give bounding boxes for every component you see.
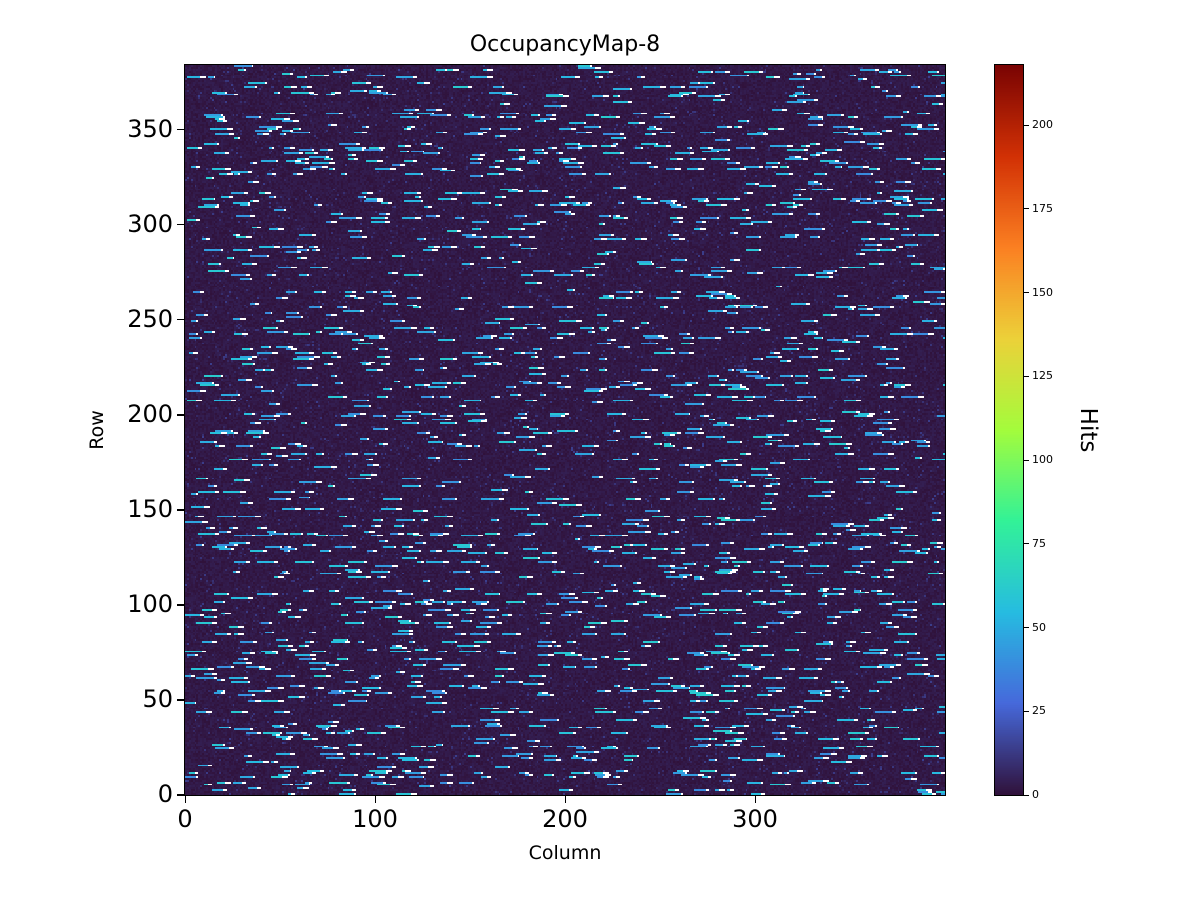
x-tick-mark: [374, 796, 376, 803]
x-tick-mark: [184, 796, 186, 803]
colorbar-tick-label: 150: [1032, 285, 1053, 299]
x-tick-label: 0: [177, 805, 193, 833]
chart-title: OccupancyMap-8: [469, 32, 661, 57]
y-tick-label: 50: [142, 684, 173, 713]
y-tick-label: 200: [127, 399, 173, 428]
x-tick-label: 100: [352, 805, 398, 833]
x-axis-label: Column: [528, 842, 602, 864]
y-tick-mark: [177, 414, 184, 416]
colorbar-label: Hits: [1075, 407, 1101, 453]
y-tick-mark: [177, 794, 184, 796]
colorbar-tick-label: 0: [1032, 788, 1039, 801]
y-tick-mark: [177, 604, 184, 606]
y-tick-label: 0: [157, 780, 173, 808]
colorbar-tick-label: 75: [1032, 536, 1046, 550]
colorbar-tick-label: 50: [1032, 620, 1046, 634]
colorbar: [994, 64, 1024, 796]
colorbar-tick-mark: [1024, 292, 1029, 294]
x-tick-label: 300: [732, 805, 778, 833]
y-tick-label: 100: [127, 589, 173, 618]
y-tick-mark: [177, 318, 184, 321]
colorbar-tick-mark: [1024, 543, 1029, 545]
y-axis-label: Row: [86, 410, 108, 450]
colorbar-tick-mark: [1024, 124, 1029, 126]
colorbar-tick-label: 25: [1032, 704, 1046, 718]
x-tick-label: 200: [542, 805, 588, 833]
heatmap-plot-area: [184, 64, 946, 796]
colorbar-tick-mark: [1024, 208, 1029, 210]
y-tick-mark: [177, 223, 184, 226]
y-tick-mark: [177, 128, 184, 131]
y-tick-label: 350: [127, 114, 173, 143]
colorbar-tick-mark: [1024, 375, 1029, 377]
colorbar-tick-label: 200: [1032, 118, 1053, 132]
y-tick-label: 300: [127, 209, 173, 238]
colorbar-canvas: [995, 65, 1023, 795]
colorbar-tick-mark: [1024, 627, 1029, 629]
y-tick-label: 150: [127, 494, 173, 523]
y-tick-mark: [177, 699, 184, 701]
colorbar-tick-label: 175: [1032, 201, 1053, 215]
colorbar-tick-label: 100: [1032, 453, 1053, 467]
y-tick-mark: [177, 509, 184, 511]
heatmap-canvas: [185, 65, 945, 795]
colorbar-tick-mark: [1024, 459, 1029, 461]
colorbar-tick-mark: [1024, 710, 1029, 712]
y-tick-label: 250: [127, 304, 173, 333]
colorbar-tick-mark: [1024, 794, 1029, 796]
x-tick-mark: [754, 796, 756, 803]
colorbar-tick-label: 125: [1032, 369, 1053, 383]
x-tick-mark: [564, 796, 566, 803]
